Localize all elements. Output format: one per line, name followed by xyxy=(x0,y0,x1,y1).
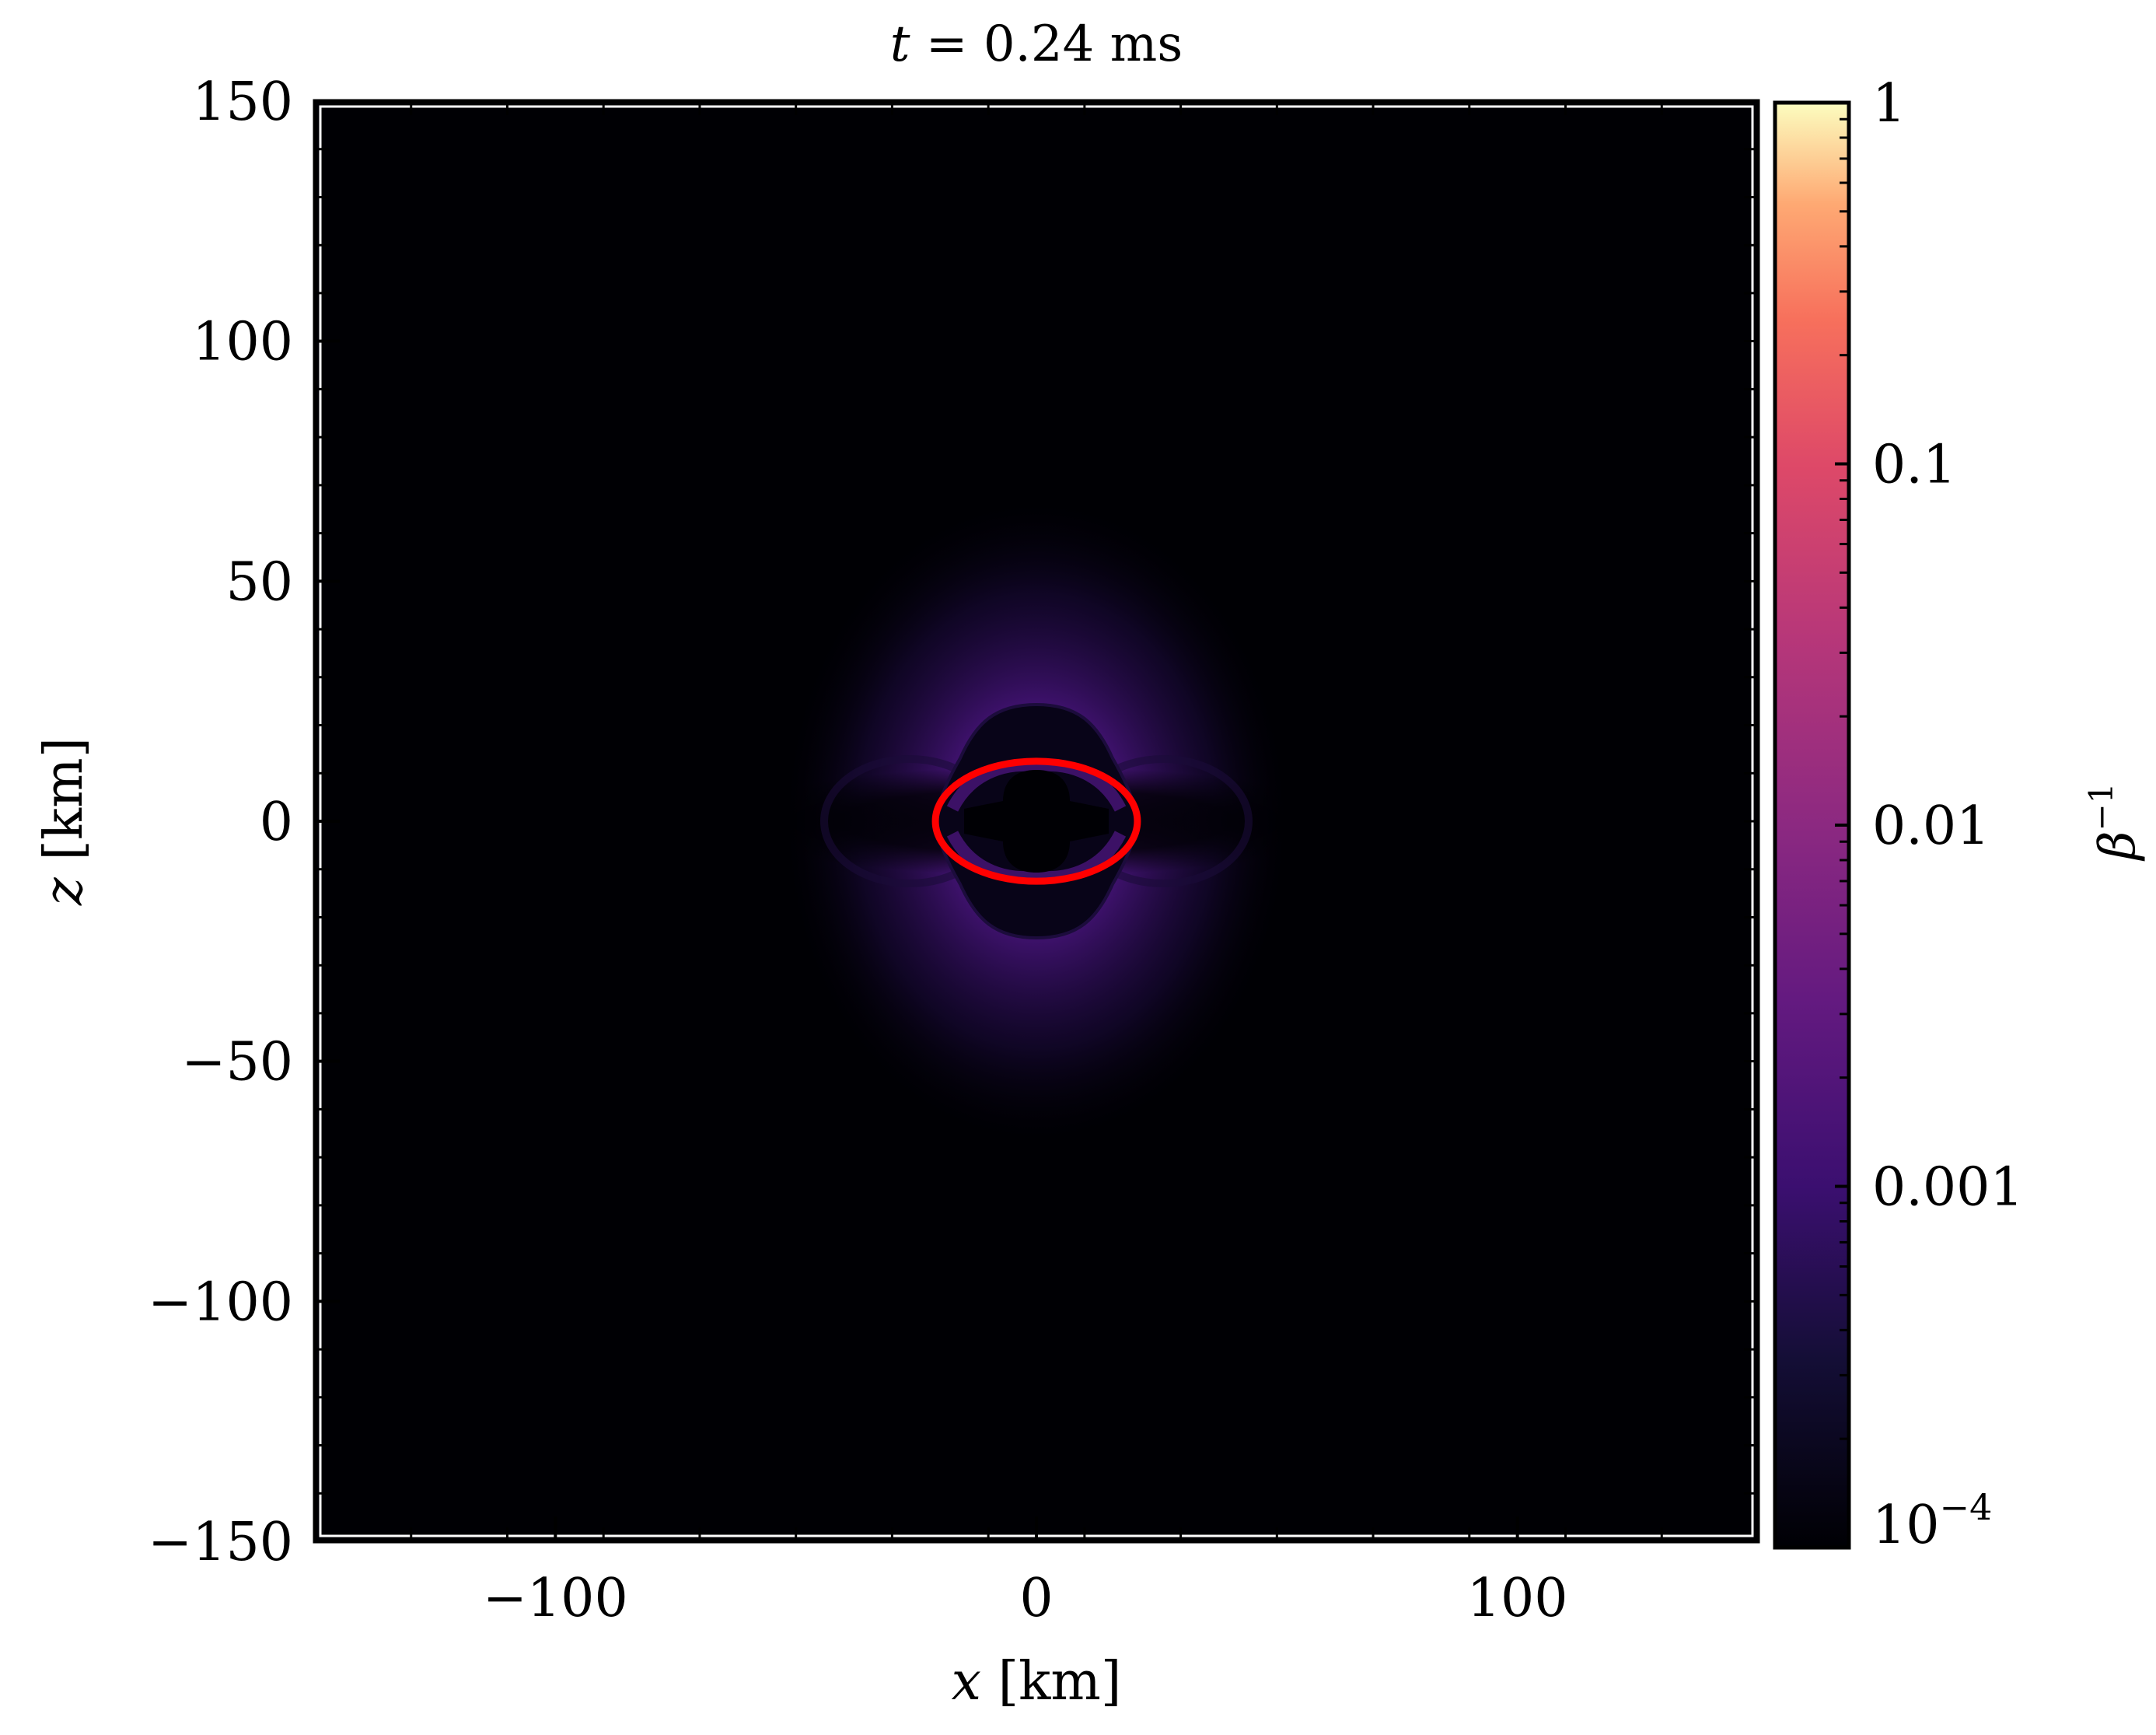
colorbar-tick-text: 0.001 xyxy=(1872,1157,2024,1219)
x-tick-label: 100 xyxy=(1467,1568,1568,1629)
colorbar-tick-label: 0.01 xyxy=(1872,796,1990,857)
x-axis-label: x [km] xyxy=(952,1651,1122,1712)
colorbar-tick-text: 10 xyxy=(1872,1495,1940,1556)
colorbar-tick-label: 10−4 xyxy=(1872,1486,1992,1556)
colorbar-tick-exponent: −4 xyxy=(1940,1486,1993,1528)
inner-core xyxy=(964,770,1109,873)
colorbar-label: β−1 xyxy=(2082,783,2147,862)
y-tick-label: 150 xyxy=(192,72,293,133)
colorbar-tick-label: 1 xyxy=(1872,73,1906,135)
x-tick-label: −100 xyxy=(483,1568,628,1629)
y-axis-label: z [km] xyxy=(33,737,95,906)
colorbar-tick-text: 0.01 xyxy=(1872,796,1990,857)
y-tick-label: 0 xyxy=(260,792,293,853)
colorbar-tick-text: 0.1 xyxy=(1872,435,1956,496)
heatmap-image xyxy=(315,101,1758,1541)
y-tick-label: −150 xyxy=(148,1512,293,1573)
colorbar-tick-label: 0.001 xyxy=(1872,1157,2024,1219)
inner-streak-bottom xyxy=(946,831,1127,884)
y-tick-label: 50 xyxy=(225,551,293,613)
red-contour xyxy=(931,757,1141,885)
inner-streak-top xyxy=(946,758,1127,812)
y-tick-label: 100 xyxy=(192,312,293,373)
chart-title: t = 0.24 ms xyxy=(890,16,1183,73)
y-tick-label: −50 xyxy=(181,1032,293,1093)
colorbar-tick-text: 1 xyxy=(1872,73,1906,135)
y-tick-label: −100 xyxy=(148,1272,293,1333)
x-tick-label: 0 xyxy=(1019,1568,1053,1629)
colorbar-tick-label: 0.1 xyxy=(1872,435,1956,496)
